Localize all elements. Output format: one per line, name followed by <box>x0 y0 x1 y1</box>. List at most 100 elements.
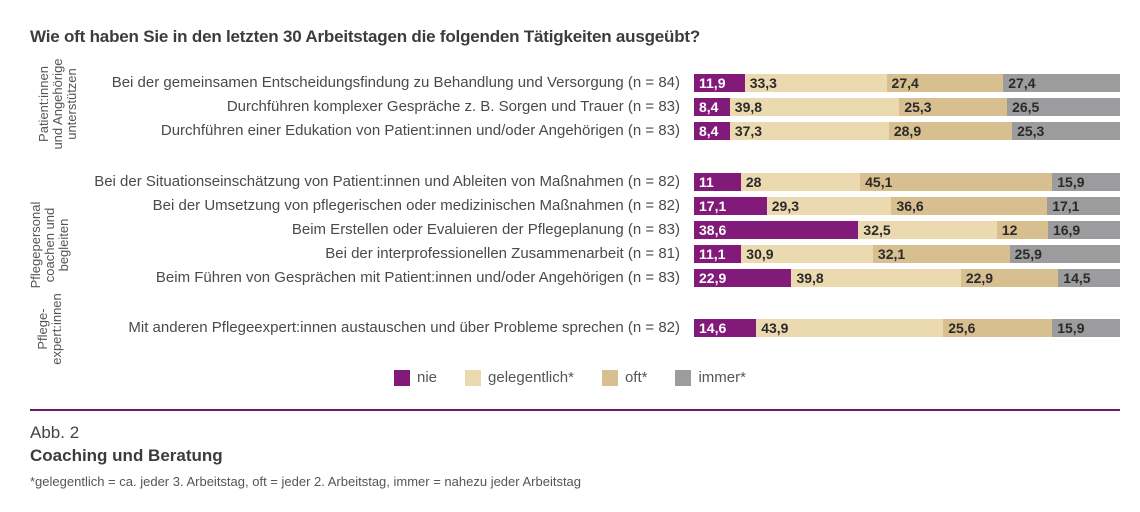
category-label: Beim Erstellen oder Evaluieren der Pfleg… <box>291 221 680 238</box>
chart-title: Wie oft haben Sie in den letzten 30 Arbe… <box>30 27 701 46</box>
bar-segment-immer: 27,4 <box>1003 74 1120 92</box>
group-label-text: Pflege-expert:innen <box>35 293 64 365</box>
data-label: 11 <box>699 174 714 190</box>
stacked-bar: 11,1 30,9 32,1 25,9 <box>694 245 1120 263</box>
group-label-text: Patient:innen und Angehörige unterstützen <box>36 58 79 150</box>
data-label: 45,1 <box>865 174 893 190</box>
bar-segment-gelegentlich: 30,9 <box>741 245 873 263</box>
data-label: 25,3 <box>1017 123 1045 139</box>
data-label: 30,9 <box>746 246 774 262</box>
stacked-bar: 22,9 39,8 22,9 14,5 <box>694 269 1120 287</box>
figure-number: Abb. 2 <box>30 423 80 442</box>
bar-segment-immer: 15,9 <box>1052 319 1120 337</box>
bar-segment-immer: 25,9 <box>1009 245 1120 263</box>
data-label: 15,9 <box>1057 320 1085 336</box>
data-label: 12 <box>1001 222 1018 238</box>
bar-segment-immer: 16,9 <box>1047 221 1120 239</box>
group-label-line: unterstützen <box>64 68 79 140</box>
data-label: 14,6 <box>699 320 727 336</box>
figure-caption: Coaching und Beratung <box>30 446 223 465</box>
bar-segment-oft: 25,3 <box>899 98 1008 116</box>
data-label: 39,8 <box>734 99 763 115</box>
legend-label: nie <box>417 369 438 386</box>
data-label: 14,5 <box>1063 270 1091 286</box>
legend-swatch <box>465 369 482 386</box>
figure-footnote: *gelegentlich = ca. jeder 3. Arbeitstag,… <box>30 474 582 489</box>
category-label: Durchführen komplexer Gespräche z. B. So… <box>226 98 680 115</box>
bar-segment-nie: 11,9 <box>694 74 745 92</box>
data-label: 8,4 <box>699 123 719 139</box>
legend-swatch <box>394 369 410 386</box>
group-label-line: expert:innen <box>49 293 64 365</box>
category-label: Beim Führen von Gesprächen mit Patient:i… <box>155 269 680 286</box>
data-label: 22,9 <box>965 270 994 286</box>
bar-segment-oft: 32,1 <box>872 245 1010 263</box>
data-label: 25,6 <box>948 320 976 336</box>
data-label: 27,4 <box>1008 75 1036 91</box>
category-label: Bei der gemeinsamen Entscheidungsfindung… <box>111 74 680 91</box>
group-label-line: coachen und <box>42 207 57 283</box>
bar-segment-gelegentlich: 33,3 <box>744 74 887 92</box>
legend-item-gelegentlich: gelegentlich* <box>465 369 574 386</box>
bar-segment-nie: 17,1 <box>694 197 767 215</box>
bar-segment-oft: 22,9 <box>960 269 1059 287</box>
data-label: 17,1 <box>699 198 727 214</box>
data-label: 28 <box>745 174 762 190</box>
bar-segment-oft: 25,6 <box>943 319 1053 337</box>
data-label: 17,1 <box>1052 198 1080 214</box>
bar-segment-oft: 28,9 <box>888 122 1013 140</box>
category-label: Bei der interprofessionellen Zusammenarb… <box>325 245 680 262</box>
legend-label: immer* <box>698 369 746 386</box>
bar-segment-gelegentlich: 29,3 <box>766 197 892 215</box>
data-label: 11,1 <box>699 246 726 262</box>
data-label: 43,9 <box>761 320 789 336</box>
chart-legend: nie gelegentlich* oft* immer* <box>394 369 774 386</box>
bar-segment-immer: 26,5 <box>1007 98 1120 116</box>
category-label: Bei der Umsetzung von pflegerischen oder… <box>152 197 680 214</box>
data-label: 29,3 <box>771 198 800 214</box>
bar-segment-immer: 15,9 <box>1052 173 1120 191</box>
bar-segment-nie: 14,6 <box>694 319 757 337</box>
bar-segment-oft: 12 <box>996 221 1048 239</box>
bar-segment-nie: 11 <box>694 173 741 191</box>
bar-segment-oft: 27,4 <box>886 74 1004 92</box>
stacked-bar: 8,4 37,3 28,9 25,3 <box>694 122 1120 140</box>
group-label-line: und Angehörige <box>50 58 65 150</box>
data-label: 16,9 <box>1052 222 1081 238</box>
category-label: Mit anderen Pflegeexpert:innen austausch… <box>128 319 680 336</box>
legend-item-immer: immer* <box>675 369 746 386</box>
legend-label: gelegentlich* <box>488 369 574 386</box>
group-label-line: Pflege- <box>35 308 50 350</box>
legend-item-oft: oft* <box>601 369 648 386</box>
data-label: 8,4 <box>699 99 719 115</box>
category-label: Bei der Situationseinschätzung von Patie… <box>94 173 680 190</box>
group-label-line: Pflegepersonal <box>28 201 43 289</box>
bar-segment-gelegentlich: 39,8 <box>729 98 900 116</box>
data-label: 26,5 <box>1012 99 1040 115</box>
bar-segment-nie: 8,4 <box>694 122 730 140</box>
bar-segment-gelegentlich: 39,8 <box>791 269 961 287</box>
stacked-bar: 11 28 45,1 15,9 <box>694 173 1120 191</box>
bar-segment-gelegentlich: 37,3 <box>729 122 889 140</box>
data-label: 25,9 <box>1014 246 1042 262</box>
bar-segment-immer: 25,3 <box>1012 122 1120 140</box>
legend-item-nie: nie <box>394 369 437 386</box>
data-label: 22,9 <box>699 270 727 286</box>
stacked-bar: 17,1 29,3 36,6 17,1 <box>694 197 1120 215</box>
bar-segment-nie: 11,1 <box>694 245 742 263</box>
bar-segment-immer: 14,5 <box>1058 269 1120 287</box>
stacked-bar: 11,9 33,3 27,4 27,4 <box>694 74 1120 92</box>
data-label: 28,9 <box>893 123 922 139</box>
stacked-bar: 38,6 32,5 12 16,9 <box>694 221 1120 239</box>
legend-label: oft* <box>624 369 648 386</box>
data-label: 36,6 <box>896 198 924 214</box>
data-label: 15,9 <box>1057 174 1085 190</box>
bar-segment-nie: 38,6 <box>694 221 859 239</box>
bar-segment-immer: 17,1 <box>1047 197 1120 215</box>
bar-segment-nie: 8,4 <box>694 98 730 116</box>
data-label: 27,4 <box>891 75 919 91</box>
bar-segment-oft: 36,6 <box>891 197 1048 215</box>
data-label: 11,9 <box>699 75 726 91</box>
divider-rule <box>30 409 1120 411</box>
group-label-text: Pflegepersonal coachen und begleiten <box>28 201 71 289</box>
